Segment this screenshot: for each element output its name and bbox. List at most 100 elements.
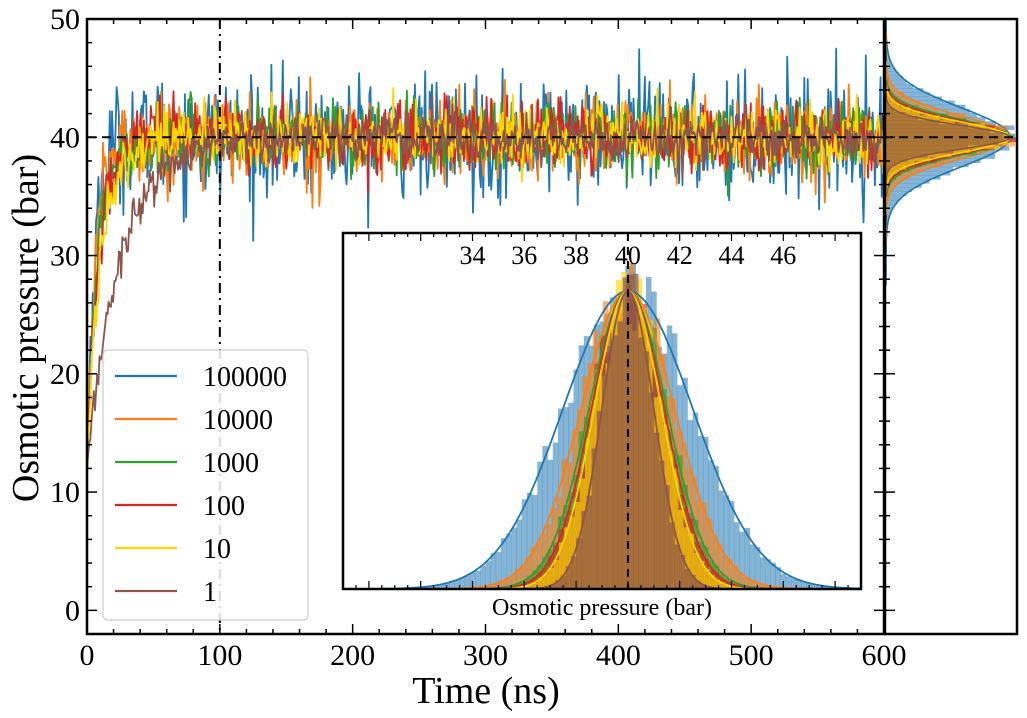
inset-hist-bar (714, 579, 720, 589)
inset-hist-bar (464, 575, 471, 589)
x-tick-label: 0 (80, 639, 95, 672)
inset-hist-bar (617, 321, 623, 589)
inset-tick-label: 46 (770, 241, 796, 270)
inset-hist-bar (633, 273, 639, 589)
inset-hist-bar (428, 586, 434, 589)
side-hist-bar (886, 92, 931, 97)
inset-hist-bar (489, 584, 495, 589)
inset-hist-bar (515, 568, 521, 589)
inset-hist-bar (525, 557, 531, 589)
series-line-10 (87, 87, 884, 473)
inset-hist-bar (653, 432, 660, 589)
inset-hist-bar (565, 566, 572, 589)
side-hist-bar (886, 107, 895, 113)
side-hist-bar (886, 183, 896, 188)
inset-hist-bar (749, 544, 756, 589)
y-tick-label: 50 (50, 3, 80, 36)
inset-hist-bar (643, 351, 649, 589)
inset-hist-bar (607, 346, 613, 589)
inset-hist-bar (591, 448, 598, 589)
side-hist-bar (886, 79, 891, 85)
side-hist-bar (886, 84, 893, 89)
inset-hist-bar (509, 574, 516, 589)
inset-fit-curve (343, 290, 861, 589)
inset-hist-bar (679, 555, 686, 589)
legend-label: 100 (203, 491, 245, 522)
side-hist-bar (886, 204, 894, 209)
inset-ticks: 34 36 38 40 42 44 46 (342, 233, 862, 589)
side-hist-bar (886, 187, 913, 192)
y-tick-label: 20 (50, 358, 80, 391)
x-axis-label: Time (ns) (412, 670, 559, 712)
legend-label: 10 (203, 534, 231, 565)
inset-hist-bar (822, 586, 828, 589)
side-hist-bar (886, 153, 928, 158)
inset-hist-bar (433, 585, 440, 589)
side-hist-bar (886, 140, 999, 146)
side-hist-bar (886, 157, 909, 162)
inset-hist-bar (732, 565, 738, 589)
inset-hist-bar (669, 522, 675, 589)
inset-hist-bar (521, 499, 528, 589)
main-ticks: 0 100 200 300 400 500 600 0 10 20 30 40 50 (50, 3, 907, 672)
inset-hist-bar (570, 556, 577, 589)
side-hist-bar (886, 175, 941, 180)
inset-hist-bar (494, 583, 500, 589)
inset-hist-bar (754, 547, 761, 589)
inset-hist-bar (718, 490, 725, 589)
inset-hist-bar (706, 518, 713, 589)
inset-hist-bar (495, 552, 502, 589)
inset-hist-bar (504, 578, 511, 589)
inset-hist-bar (673, 468, 679, 589)
inset-hist-bar (739, 531, 745, 589)
side-hist-bar (886, 79, 907, 85)
inset-hist-bar (695, 580, 701, 589)
side-hist-bar (886, 160, 915, 166)
side-hist-bar (886, 59, 891, 64)
inset-hist-bar (698, 561, 705, 589)
inset-hist-bar (530, 546, 536, 589)
side-hist-bar (886, 102, 900, 108)
side-hist-bar (886, 98, 894, 104)
y-tick-label: 10 (50, 476, 80, 509)
inset-hist-bar (532, 494, 538, 589)
inset-hist-bar (490, 553, 497, 589)
inset-hist-bar (748, 579, 754, 589)
inset-hist-bar (734, 522, 740, 589)
inset-hist-bar (775, 567, 781, 589)
side-hist-bar (886, 220, 889, 226)
inset-hist-bar (520, 565, 526, 589)
side-hist-bar (886, 187, 892, 192)
inset-hist-bar (753, 582, 759, 589)
inset-hist-bar (469, 572, 476, 589)
inset-hist-bar (511, 527, 517, 589)
side-hist-bar (886, 191, 907, 197)
inset-hist-bar (664, 485, 670, 589)
inset-hist-bar (659, 460, 665, 589)
inset-hist-bar (722, 555, 728, 589)
side-hist-bar (886, 183, 922, 188)
legend-entry: 1 (115, 577, 217, 608)
inset-hist-bar (526, 492, 533, 589)
x-tick-label: 400 (596, 639, 641, 672)
side-hist-bar (886, 115, 918, 121)
inset-hist-bar (553, 559, 560, 589)
inset-hist-bar (817, 585, 823, 589)
inset-hist-bar (550, 584, 556, 589)
inset-hist-bar (627, 274, 634, 589)
inset-hist-bar (596, 411, 603, 589)
inset-hist-bar (711, 535, 718, 589)
side-hist-bar (886, 199, 898, 205)
legend: 100000 10000 1000 100 10 1 (102, 349, 309, 621)
inset-hist-bar (576, 538, 582, 589)
inset-hist-bar (612, 335, 618, 589)
inset-hist-bar (717, 543, 723, 589)
side-hist-bar (886, 173, 893, 178)
side-hist-bar (886, 191, 891, 197)
inset-hist-bar (527, 584, 534, 589)
inset-tick-label: 40 (615, 241, 641, 270)
inset-hist-bar (811, 584, 818, 589)
inset-hist-bar (581, 511, 587, 589)
inset-hist-bar (728, 501, 735, 589)
